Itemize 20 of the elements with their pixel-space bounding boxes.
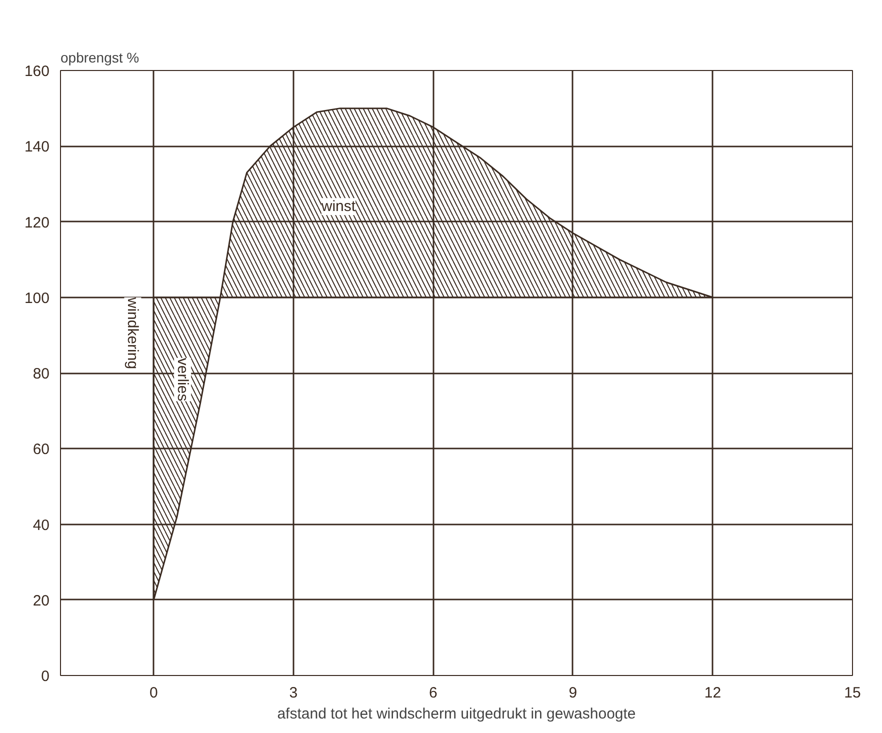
y-tick-label: 0 bbox=[41, 668, 50, 685]
annotation: verlies bbox=[174, 358, 192, 402]
annotation: windkering bbox=[124, 296, 142, 370]
x-tick-label: 15 bbox=[844, 684, 861, 702]
y-tick-label: 140 bbox=[24, 138, 50, 156]
y-axis-title: opbrengst % bbox=[60, 50, 140, 66]
y-tick-label: 40 bbox=[32, 516, 50, 534]
y-tick-label: 20 bbox=[32, 592, 50, 610]
x-tick-label: 3 bbox=[289, 684, 298, 702]
annotation: winst bbox=[320, 198, 356, 216]
y-tick-label: 60 bbox=[32, 441, 50, 458]
x-tick-label: 9 bbox=[568, 684, 578, 702]
x-axis-title: afstand tot het windscherm uitgedrukt in gewashoogte bbox=[277, 706, 636, 722]
y-tick-label: 160 bbox=[24, 63, 50, 80]
y-tick-label: 120 bbox=[24, 214, 50, 232]
x-tick-label: 6 bbox=[429, 684, 438, 702]
x-tick-label: 0 bbox=[150, 684, 158, 702]
x-tick-label: 12 bbox=[704, 684, 722, 702]
y-tick-label: 80 bbox=[32, 366, 50, 382]
y-tick-label: 100 bbox=[24, 290, 50, 307]
